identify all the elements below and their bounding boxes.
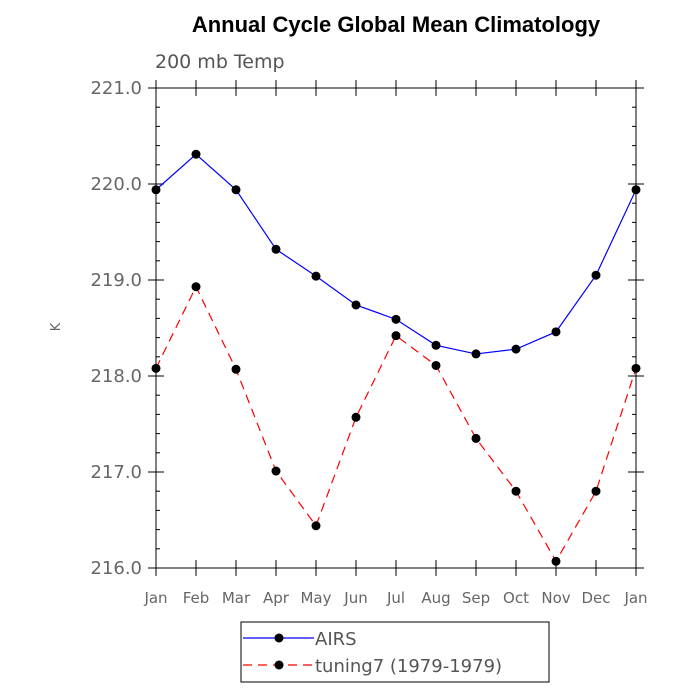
y-tick-label: 221.0 — [90, 78, 142, 99]
legend-box — [240, 621, 550, 683]
x-tick-label: Oct — [503, 589, 529, 607]
y-tick-label: 220.0 — [90, 174, 142, 195]
y-tick-label: 218.0 — [90, 366, 142, 387]
x-tick-label: Jan — [143, 589, 167, 607]
legend-label-1: tuning7 (1979-1979) — [315, 656, 502, 677]
x-tick-label: Mar — [222, 589, 251, 607]
data-point — [351, 412, 361, 422]
legend-marker-1 — [274, 660, 284, 670]
data-point — [511, 486, 521, 496]
x-tick-label: Aug — [421, 589, 450, 607]
data-point — [351, 300, 361, 310]
data-point — [551, 556, 561, 566]
data-point — [631, 185, 641, 195]
chart-subtitle: 200 mb Temp — [155, 51, 285, 73]
x-tick-label: Jan — [623, 589, 647, 607]
chart-title: Annual Cycle Global Mean Climatology — [192, 12, 601, 37]
x-tick-label: Dec — [581, 589, 610, 607]
data-point — [311, 271, 321, 281]
data-point — [231, 185, 241, 195]
data-point — [471, 433, 481, 443]
legend: AIRS tuning7 (1979-1979) — [240, 621, 550, 683]
data-point — [471, 349, 481, 359]
legend-marker-0 — [274, 633, 284, 643]
y-tick-label: 217.0 — [90, 462, 142, 483]
series-line — [155, 153, 637, 355]
data-point — [271, 244, 281, 254]
data-point — [311, 521, 321, 531]
legend-label-0: AIRS — [315, 629, 357, 650]
plot-frame — [155, 87, 637, 569]
data-point — [551, 327, 561, 337]
x-tick-label: Apr — [263, 589, 290, 607]
data-point — [431, 360, 441, 370]
data-point — [391, 314, 401, 324]
plot-axes: 216.0 217.0 218.0 219.0 220.0 221.0 Jan Feb Mar A… — [90, 78, 647, 607]
y-tick-label: 216.0 — [90, 558, 142, 579]
y-tick-label: 219.0 — [90, 270, 142, 291]
x-tick-label: Jul — [386, 589, 405, 607]
x-tick-label: Feb — [183, 589, 210, 607]
data-point — [631, 363, 641, 373]
x-tick-label: Jun — [343, 589, 367, 607]
x-tick-label: Sep — [462, 589, 490, 607]
x-tick-label: Nov — [541, 589, 570, 607]
data-point — [391, 331, 401, 341]
data-point — [191, 282, 201, 292]
series-layer — [151, 149, 641, 566]
data-point — [591, 486, 601, 496]
data-point — [151, 185, 161, 195]
data-point — [591, 270, 601, 280]
data-point — [191, 149, 201, 159]
data-point — [271, 466, 281, 476]
series-line — [155, 285, 637, 563]
y-axis-label: K — [49, 322, 64, 331]
series-0 — [151, 149, 641, 359]
x-tick-label: May — [300, 589, 331, 607]
data-point — [511, 344, 521, 354]
data-point — [151, 363, 161, 373]
data-point — [431, 340, 441, 350]
series-1 — [151, 282, 641, 566]
data-point — [231, 364, 241, 374]
